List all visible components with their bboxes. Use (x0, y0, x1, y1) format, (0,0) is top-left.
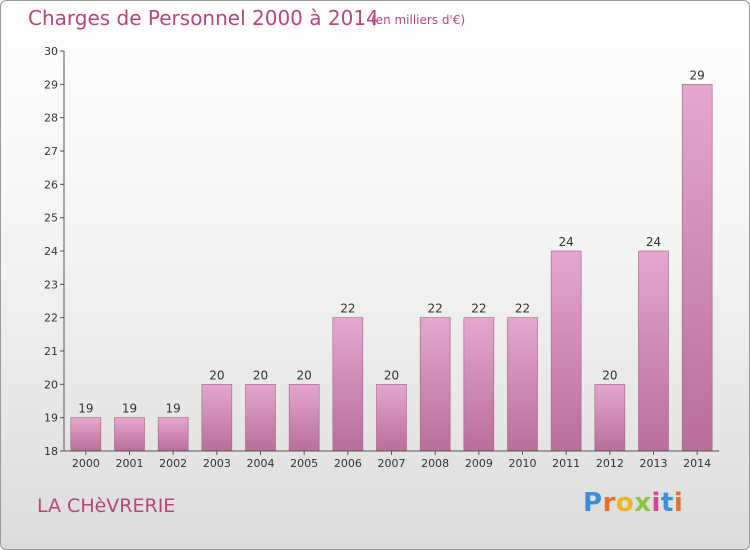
bar-2006 (332, 317, 364, 452)
y-tick-label: 24 (44, 245, 58, 258)
x-tick-label: 2002 (159, 457, 187, 470)
x-tick-label: 2000 (72, 457, 100, 470)
chart-subtitle: (en milliers d'€) (371, 13, 466, 27)
data-label-2005: 20 (297, 368, 312, 382)
commune-name: LA CHèVRERIE (37, 495, 176, 517)
data-label-2009: 22 (471, 302, 486, 316)
y-tick-label: 26 (44, 178, 58, 191)
y-tick-label: 29 (44, 78, 58, 91)
data-label-2006: 22 (340, 302, 355, 316)
y-tick-label: 25 (44, 212, 58, 225)
logo-letter: i (651, 488, 661, 518)
x-tick-label: 2009 (465, 457, 493, 470)
x-tick-label: 2001 (116, 457, 144, 470)
data-label-2012: 20 (602, 368, 617, 382)
y-tick-label: 28 (44, 112, 58, 125)
y-tick-label: 30 (44, 45, 58, 58)
data-label-2013: 24 (646, 235, 661, 249)
logo-letter: i (673, 488, 684, 518)
logo-letter: t (660, 488, 674, 518)
y-tick-label: 18 (44, 445, 58, 458)
proxiti-logo: Proxiti (583, 488, 683, 518)
bar-2005 (288, 384, 320, 452)
bar-2002 (157, 417, 189, 452)
y-tick-label: 22 (44, 312, 58, 325)
bar-2013 (638, 250, 669, 452)
data-label-2010: 22 (515, 302, 530, 316)
bar-2000 (70, 417, 102, 452)
data-label-2001: 19 (122, 402, 137, 416)
x-tick-label: 2008 (421, 457, 449, 470)
x-tick-label: 2005 (290, 457, 318, 470)
data-label-2002: 19 (166, 402, 181, 416)
logo-letter: P (583, 488, 603, 518)
x-tick-label: 2006 (334, 457, 362, 470)
logo-letter: x (634, 488, 652, 518)
data-label-2014: 29 (690, 68, 705, 82)
logo-letter: r (602, 488, 616, 518)
y-tick-label: 21 (44, 345, 58, 358)
bar-2007 (376, 384, 407, 452)
x-tick-label: 2014 (683, 457, 711, 470)
x-tick-label: 2011 (552, 457, 580, 470)
x-tick-label: 2004 (247, 457, 275, 470)
y-tick-label: 20 (44, 378, 58, 391)
data-label-2004: 20 (253, 368, 268, 382)
bar-2009 (463, 317, 495, 452)
x-tick-label: 2007 (378, 457, 406, 470)
bar-2014 (681, 84, 713, 452)
bar-2012 (594, 384, 626, 452)
bar-2011 (550, 250, 582, 452)
chart-title: Charges de Personnel 2000 à 2014 (28, 6, 379, 30)
bar-2010 (507, 317, 538, 452)
x-tick-label: 2012 (596, 457, 624, 470)
data-label-2007: 20 (384, 368, 399, 382)
x-tick-label: 2010 (509, 457, 537, 470)
x-tick-label: 2013 (640, 457, 668, 470)
y-tick-label: 23 (44, 278, 58, 291)
data-label-2000: 19 (78, 402, 93, 416)
bar-2008 (419, 317, 451, 452)
bar-2003 (201, 384, 233, 452)
bar-2004 (245, 384, 276, 452)
data-label-2008: 22 (428, 302, 443, 316)
y-tick-label: 19 (44, 412, 58, 425)
x-tick-label: 2003 (203, 457, 231, 470)
logo-letter: o (615, 488, 635, 518)
data-label-2003: 20 (209, 368, 224, 382)
bar-2001 (114, 417, 145, 452)
data-label-2011: 24 (559, 235, 574, 249)
y-tick-label: 27 (44, 145, 58, 158)
